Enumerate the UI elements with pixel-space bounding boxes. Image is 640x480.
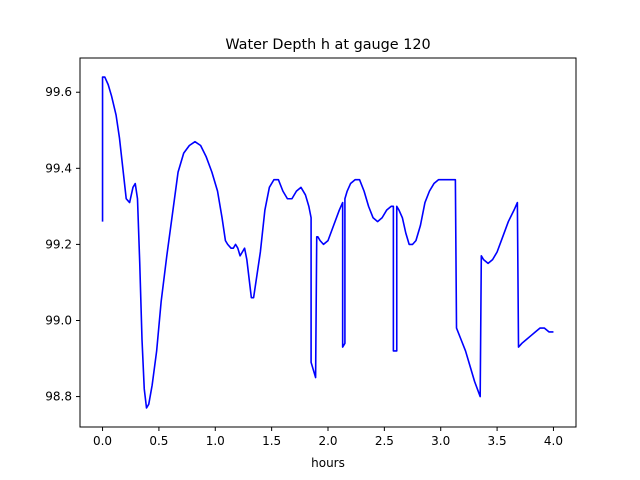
- x-tick-label: 2.5: [375, 434, 394, 448]
- x-tick-label: 0.0: [93, 434, 112, 448]
- y-tick-label: 99.6: [45, 85, 72, 99]
- chart-title: Water Depth h at gauge 120: [225, 37, 430, 53]
- y-tick-label: 99.0: [45, 313, 72, 327]
- y-tick-label: 98.8: [45, 390, 72, 404]
- x-axis: 0.0 0.5 1.0 1.5 2.0 2.5 3.0 3.5 4.0: [93, 427, 563, 448]
- x-tick-label: 4.0: [544, 434, 563, 448]
- x-tick-label: 1.0: [206, 434, 225, 448]
- y-tick-label: 99.4: [45, 161, 72, 175]
- y-tick-label: 99.2: [45, 237, 72, 251]
- x-tick-label: 3.0: [431, 434, 450, 448]
- series-line-0: [101, 76, 554, 409]
- x-tick-label: 0.5: [149, 434, 168, 448]
- y-axis: 98.8 99.0 99.2 99.4 99.6: [45, 85, 80, 404]
- x-tick-label: 1.5: [262, 434, 281, 448]
- x-axis-label: hours: [311, 456, 345, 470]
- x-tick-label: 3.5: [488, 434, 507, 448]
- x-tick-label: 2.0: [318, 434, 337, 448]
- plot-area: [101, 76, 554, 409]
